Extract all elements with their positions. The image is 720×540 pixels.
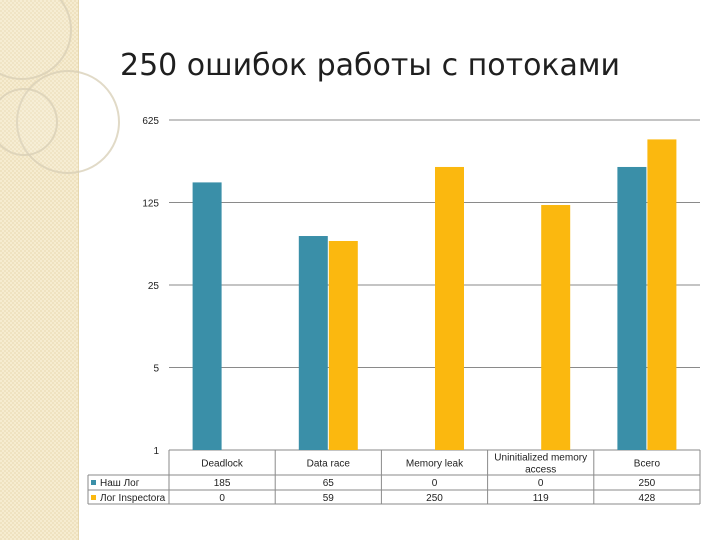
bar	[435, 166, 464, 450]
table-value: 250	[639, 478, 656, 489]
bar	[647, 139, 677, 450]
x-category-label: Data race	[307, 459, 351, 470]
table-value: 0	[538, 478, 544, 489]
bar	[541, 205, 571, 450]
y-tick-label: 125	[142, 199, 159, 210]
legend-label: Наш Лог	[100, 478, 140, 489]
y-tick-label: 1	[153, 446, 159, 457]
legend-swatch	[91, 480, 96, 485]
y-tick-label: 5	[153, 364, 159, 375]
table-value: 119	[533, 493, 549, 504]
x-category-label: Deadlock	[201, 459, 244, 470]
table-value: 59	[323, 493, 335, 504]
legend-swatch	[91, 495, 96, 500]
decorative-circle	[0, 88, 58, 156]
bar	[298, 236, 328, 450]
x-category-label: Uninitialized memory access	[494, 453, 587, 476]
legend-label: Лог Inspectora	[100, 493, 166, 504]
decorative-side-panel	[0, 0, 120, 540]
slide-title: 250 ошибок работы с потоками	[120, 48, 621, 83]
decorative-circle	[16, 70, 120, 174]
table-value: 250	[426, 493, 443, 504]
x-category-label: Всего	[634, 459, 661, 470]
y-tick-label: 625	[142, 116, 159, 127]
table-value: 0	[432, 478, 438, 489]
y-tick-label: 25	[148, 281, 160, 292]
bar	[328, 240, 358, 450]
bar	[192, 182, 222, 450]
x-category-label: Memory leak	[406, 459, 464, 470]
table-value: 428	[639, 493, 656, 504]
bar	[617, 166, 647, 450]
table-value: 0	[219, 493, 225, 504]
table-value: 185	[214, 478, 231, 489]
table-value: 65	[323, 478, 335, 489]
